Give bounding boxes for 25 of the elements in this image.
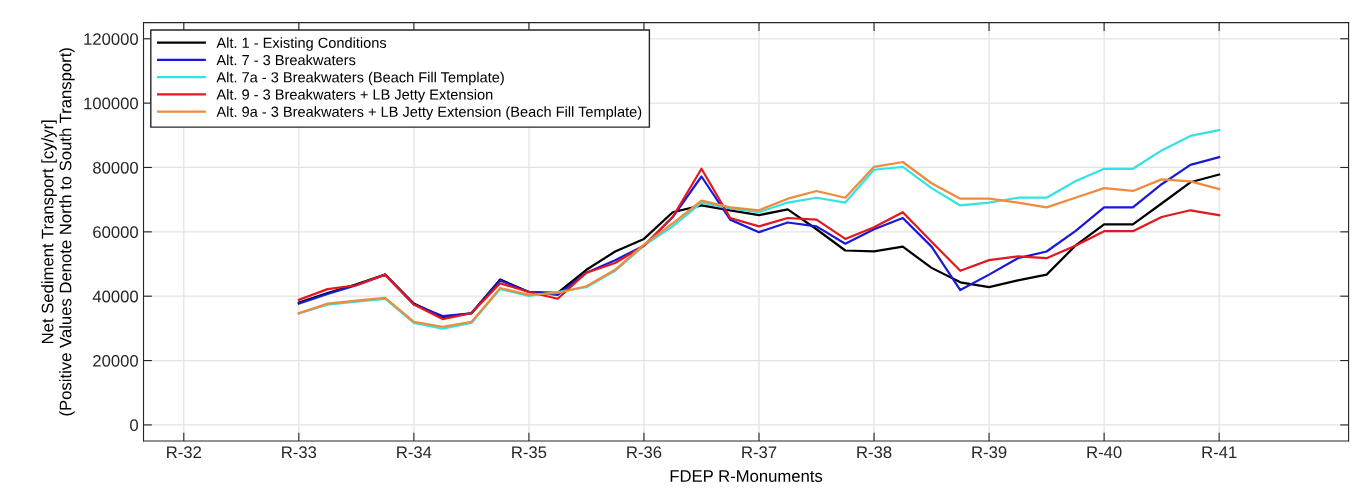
y-tick-label: 0	[130, 419, 139, 432]
y-tick-label: 120000	[84, 33, 139, 45]
x-tick-label: R-32	[167, 446, 202, 459]
x-axis-title: FDEP R-Monuments	[670, 470, 823, 482]
x-tick-label: R-39	[972, 446, 1007, 459]
legend-label: Alt. 9 - 3 Breakwaters + LB Jetty Extension	[216, 88, 493, 103]
legend-label: Alt. 1 - Existing Conditions	[216, 37, 387, 51]
y-tick-label: 40000	[92, 290, 139, 303]
y-tick-label: 80000	[93, 161, 139, 174]
x-tick-label: R-33	[282, 446, 317, 459]
y-tick-label: 60000	[93, 226, 139, 239]
line-series	[297, 129, 1221, 330]
x-tick-label: R-41	[1202, 446, 1237, 458]
x-tick-label: R-36	[627, 446, 662, 459]
y-axis-title: Net Sediment Transport [cy/yr] (Positive Values Denote North to South Transport)	[41, 48, 75, 416]
x-tick-label: R-34	[397, 446, 432, 459]
y-tick-label: 20000	[93, 354, 139, 367]
y-tick-label: 100000	[84, 97, 139, 110]
x-tick-label: R-40	[1087, 446, 1122, 459]
legend-label: Alt. 7a - 3 Breakwaters (Beach Fill Template)	[216, 71, 504, 86]
legend-label: Alt. 9a - 3 Breakwaters + LB Jetty Extension (Beach Fill Template)	[216, 106, 642, 120]
x-tick-label: R-38	[857, 446, 892, 459]
legend-label: Alt. 7 - 3 Breakwaters	[216, 54, 356, 66]
x-tick-label: R-35	[512, 446, 547, 459]
x-tick-label: R-37	[742, 446, 777, 459]
